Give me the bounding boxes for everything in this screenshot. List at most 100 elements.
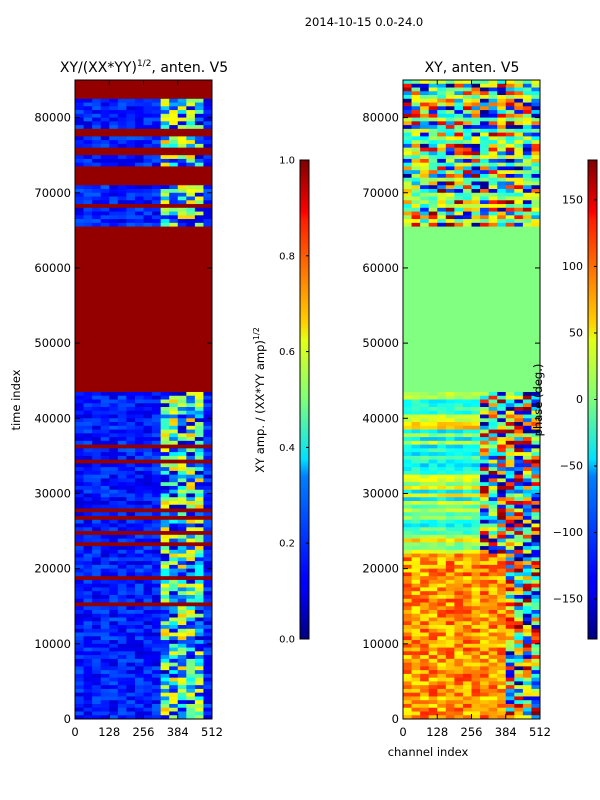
amp-cell — [152, 177, 162, 182]
amp-cell — [169, 572, 179, 577]
phase-cell — [428, 564, 438, 570]
amp-cell — [143, 128, 153, 134]
amp-cell — [203, 538, 213, 543]
amp-cell — [117, 200, 127, 205]
amp-cell — [203, 189, 213, 194]
amp-cell — [92, 546, 102, 551]
phase-cell — [471, 331, 481, 336]
phase-cell — [480, 158, 490, 164]
phase-cell — [488, 474, 498, 479]
amp-cell — [134, 384, 144, 389]
phase-cell — [454, 106, 464, 111]
phase-cell — [462, 500, 472, 506]
phase-cell — [411, 512, 421, 517]
phase-cell — [403, 125, 412, 130]
phase-cell — [531, 579, 541, 585]
amp-cell — [194, 219, 204, 224]
amp-cell — [109, 181, 119, 186]
amp-cell — [117, 579, 127, 585]
amp-cell — [92, 711, 102, 716]
phase-cell — [488, 301, 498, 306]
phase-cell — [488, 106, 498, 111]
amp-cell — [143, 339, 153, 344]
amp-cell — [100, 542, 110, 547]
phase-cell — [454, 279, 464, 284]
phase-cell — [480, 192, 490, 197]
amp-cell — [169, 685, 179, 690]
phase-cell — [497, 418, 507, 423]
amp-cell — [126, 91, 136, 96]
amp-cell — [117, 298, 127, 303]
phase-cell — [411, 407, 421, 412]
amp-cell — [194, 110, 204, 115]
phase-cell — [462, 125, 472, 130]
amp-cell — [186, 256, 196, 261]
phase-cell — [454, 249, 464, 254]
phase-cell — [403, 237, 412, 243]
phase-cell — [454, 113, 464, 118]
amp-cell — [194, 395, 204, 400]
phase-cell — [437, 380, 447, 385]
phase-cell — [488, 546, 498, 551]
amp-cell — [160, 485, 170, 491]
amp-cell — [169, 467, 179, 472]
amp-cell — [152, 140, 162, 145]
phase-cell — [522, 546, 532, 551]
amp-cell — [177, 647, 187, 652]
phase-cell — [411, 241, 421, 246]
phase-cell — [505, 309, 515, 314]
phase-cell — [445, 151, 455, 156]
phase-cell — [471, 140, 481, 145]
phase-cell — [505, 391, 515, 397]
phase-cell — [445, 189, 455, 194]
amp-cell — [100, 177, 110, 182]
amp-cell — [92, 516, 102, 521]
amp-cell — [152, 339, 162, 344]
amp-cell — [143, 606, 153, 611]
amp-cell — [83, 516, 93, 521]
amp-cell — [109, 670, 119, 675]
amp-cell — [143, 98, 153, 103]
amp-cell — [177, 516, 187, 521]
phase-cell — [505, 106, 515, 111]
phase-cell — [514, 437, 524, 442]
amp-cell — [75, 282, 84, 288]
phase-cell — [445, 346, 455, 352]
amp-cell — [203, 399, 213, 404]
phase-cell — [497, 369, 507, 374]
amp-cell — [194, 643, 204, 648]
amp-cell — [100, 681, 110, 686]
amp-cell — [117, 245, 127, 250]
amp-cell — [203, 602, 213, 607]
amp-cell — [169, 422, 179, 427]
phase-cell — [471, 143, 481, 149]
amp-cell — [152, 557, 162, 562]
phase-cell — [471, 410, 481, 415]
phase-cell — [531, 519, 541, 524]
amp-cell — [143, 414, 153, 419]
amp-cell — [169, 666, 179, 671]
amp-cell — [194, 151, 204, 156]
amp-cell — [75, 643, 84, 648]
phase-cell — [403, 444, 412, 449]
amp-cell — [160, 591, 170, 596]
amp-cell — [83, 309, 93, 314]
amp-cell — [194, 538, 204, 543]
amp-cell — [152, 388, 162, 393]
phase-cell — [437, 576, 447, 581]
phase-cell — [531, 591, 541, 596]
phase-cell — [531, 527, 541, 532]
amp-cell — [134, 418, 144, 423]
amp-cell — [152, 403, 162, 408]
amp-cell — [152, 252, 162, 258]
phase-cell — [437, 343, 447, 348]
phase-cell — [445, 587, 455, 592]
phase-cell — [497, 561, 507, 566]
phase-cell — [531, 95, 541, 100]
phase-cell — [480, 162, 490, 167]
phase-cell — [531, 151, 541, 156]
amp-cell — [194, 685, 204, 690]
amp-cell — [109, 519, 119, 524]
amp-cell — [75, 467, 84, 472]
amp-cell — [177, 587, 187, 592]
